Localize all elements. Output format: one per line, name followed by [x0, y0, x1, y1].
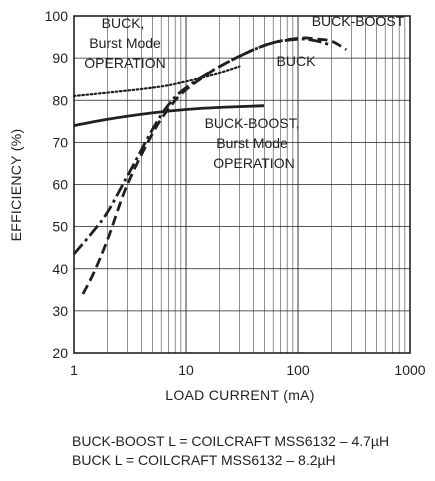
- annotation-buck-burst-line: Burst Mode: [89, 35, 161, 51]
- annotation-bb-burst: BUCK-BOOST, Burst Mode OPERATION: [205, 115, 304, 171]
- y-tick-label: 70: [52, 134, 68, 150]
- annotation-buck-burst: BUCK, Burst Mode OPERATION: [84, 15, 165, 71]
- x-axis-label: LOAD CURRENT (mA): [165, 387, 315, 403]
- y-tick-label: 100: [45, 8, 69, 24]
- annotation-buck-boost: BUCK-BOOST: [312, 13, 405, 29]
- y-tick-label: 30: [52, 303, 68, 319]
- annotation-bb-burst-line: OPERATION: [213, 155, 294, 171]
- y-tick-label: 80: [52, 92, 68, 108]
- series-line-buck-boost-burst-mode-operation: [73, 104, 265, 127]
- annotation-buck-burst-line: OPERATION: [84, 55, 165, 71]
- annotation-bb-burst-line: BUCK-BOOST,: [205, 115, 300, 131]
- annotation-buck-burst-line: BUCK,: [102, 15, 145, 31]
- annotations: BUCK, Burst Mode OPERATION BUCK-BOOST BU…: [84, 13, 404, 171]
- y-tick-label: 50: [52, 219, 68, 235]
- x-tick-label: 1000: [394, 362, 425, 378]
- y-tick-label: 90: [52, 50, 68, 66]
- annotation-bb-burst-line: Burst Mode: [216, 135, 288, 151]
- x-tick-labels: 1 10 100 1000: [70, 362, 426, 378]
- footnote-buck-boost-inductor: BUCK-BOOST L = COILCRAFT MSS6132 – 4.7µH: [72, 433, 390, 449]
- x-tick-label: 100: [286, 362, 310, 378]
- annotation-buck-line: BUCK: [277, 53, 317, 69]
- plot-frame: [73, 15, 411, 354]
- y-tick-label: 60: [52, 177, 68, 193]
- y-tick-label: 20: [52, 345, 68, 361]
- y-tick-labels: 20 30 40 50 60 70 80 90 100: [45, 8, 69, 361]
- x-tick-label: 10: [178, 362, 194, 378]
- series-line-buck: [81, 36, 348, 295]
- series-group: [72, 36, 348, 295]
- grid: [73, 15, 410, 354]
- x-tick-label: 1: [70, 362, 78, 378]
- series-line-buck-burst-mode-operation: [72, 65, 241, 98]
- series-line-buck-boost: [72, 37, 333, 255]
- annotation-buck: BUCK: [277, 53, 317, 69]
- footnote-buck-inductor: BUCK L = COILCRAFT MSS6132 – 8.2µH: [72, 452, 336, 468]
- annotation-buck-boost-line: BUCK-BOOST: [312, 13, 405, 29]
- y-axis-label: EFFICIENCY (%): [8, 129, 24, 242]
- y-tick-label: 40: [52, 261, 68, 277]
